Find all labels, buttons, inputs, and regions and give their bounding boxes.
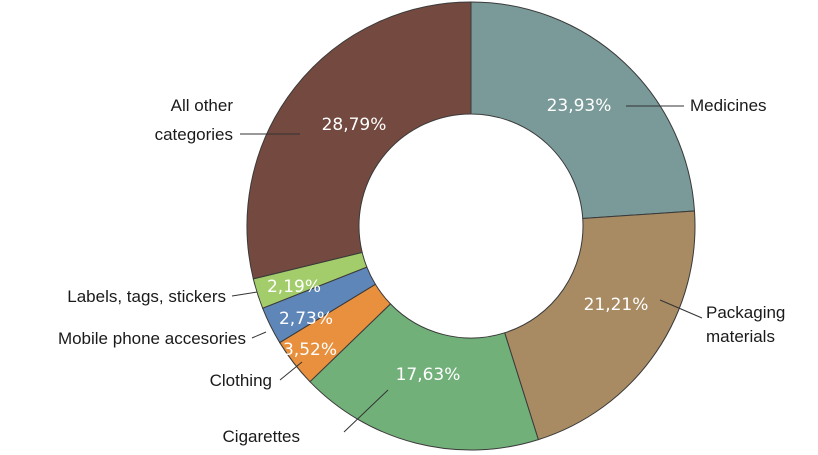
category-label-medicines: Medicines [690, 96, 767, 115]
pct-label-clothing: 3,52% [283, 340, 337, 360]
category-label-mobile-phone-accesories: Mobile phone accesories [58, 329, 246, 348]
pct-label-cigarettes: 17,63% [396, 365, 461, 385]
slice-medicines [470, 1, 696, 220]
pct-label-medicines: 23,93% [547, 96, 612, 116]
donut-slices [246, 1, 696, 451]
pct-label-packaging-materials: 21,21% [584, 295, 649, 315]
category-labels: Medicines Packaging materials Cigarettes Clo… [58, 96, 785, 446]
pct-label-labels-tags-stickers: 2,19% [267, 277, 321, 297]
leader-line-mobile-phone-accesories [251, 331, 267, 339]
slice-packaging-materials [504, 210, 696, 441]
category-label-all-other-categories: All other [171, 96, 234, 115]
leader-line-cigarettes [343, 389, 389, 433]
category-label-all-other-categories: categories [155, 125, 233, 144]
pct-label-mobile-phone-accesories: 2,73% [279, 309, 333, 329]
category-label-clothing: Clothing [210, 371, 272, 390]
slice-all-other-categories [246, 1, 472, 280]
category-label-labels-tags-stickers: Labels, tags, stickers [67, 287, 226, 306]
percentage-labels: 23,93% 21,21% 17,63% 3,52% 2,73% 2,19% 28,79% [267, 96, 648, 385]
category-label-packaging-materials: Packaging [706, 303, 785, 322]
pct-label-all-other-categories: 28,79% [322, 115, 387, 135]
category-label-cigarettes: Cigarettes [223, 427, 300, 446]
slice-cigarettes [309, 303, 539, 451]
leader-line-labels-tags-stickers [231, 291, 258, 297]
category-label-packaging-materials: materials [706, 327, 775, 346]
leader-line-packaging-materials [659, 299, 703, 319]
leader-line-clothing [279, 361, 303, 381]
